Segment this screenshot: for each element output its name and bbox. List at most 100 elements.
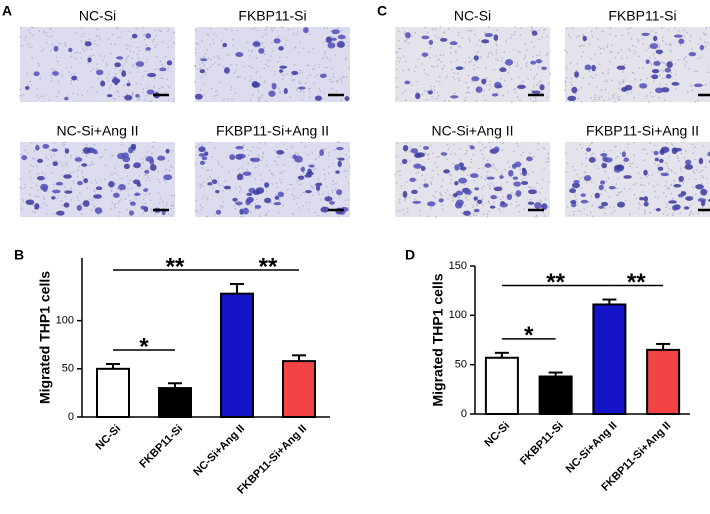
pore xyxy=(439,54,441,56)
bar xyxy=(221,294,253,417)
cell xyxy=(569,188,576,193)
pore xyxy=(437,174,439,176)
cell xyxy=(200,58,207,61)
pore xyxy=(704,42,706,44)
pore xyxy=(396,97,398,99)
cell xyxy=(591,65,596,71)
pore xyxy=(30,177,32,179)
cell xyxy=(304,174,311,177)
pore xyxy=(536,55,538,57)
pore xyxy=(66,162,68,164)
pore xyxy=(64,44,66,46)
pore xyxy=(268,66,270,68)
pore xyxy=(207,49,209,51)
pore xyxy=(141,158,143,160)
pore xyxy=(396,86,398,88)
pore xyxy=(150,208,152,210)
pore xyxy=(22,94,24,96)
pore xyxy=(454,79,456,81)
cell xyxy=(617,202,625,208)
pore xyxy=(29,170,31,172)
pore xyxy=(683,182,685,184)
pore xyxy=(699,172,701,174)
pore xyxy=(313,48,315,50)
pore xyxy=(33,166,35,168)
pore xyxy=(418,171,420,173)
pore xyxy=(628,48,630,50)
pore xyxy=(497,59,499,61)
pore xyxy=(488,26,490,28)
pore xyxy=(644,159,646,161)
pore xyxy=(540,80,542,82)
cell xyxy=(90,149,97,153)
pore xyxy=(39,97,41,99)
pore xyxy=(564,80,566,82)
pore xyxy=(266,191,268,193)
pore xyxy=(309,88,311,90)
pore xyxy=(419,210,421,212)
pore xyxy=(539,199,541,201)
pore xyxy=(332,81,334,83)
pore xyxy=(488,200,490,202)
pore xyxy=(594,164,596,166)
pore xyxy=(211,169,213,171)
pore xyxy=(591,196,593,198)
pore xyxy=(121,143,123,145)
cell xyxy=(481,39,489,43)
pore xyxy=(536,215,538,217)
pore xyxy=(96,91,98,93)
pore xyxy=(426,99,428,101)
pore xyxy=(530,199,532,201)
pore xyxy=(329,59,331,61)
pore xyxy=(449,194,451,196)
pore xyxy=(294,47,296,49)
pore xyxy=(155,213,157,215)
pore xyxy=(598,46,600,48)
cell xyxy=(490,195,497,199)
pore xyxy=(467,75,469,77)
pore xyxy=(432,153,434,155)
cell xyxy=(135,94,139,98)
cell xyxy=(326,37,332,43)
pore xyxy=(430,207,432,209)
pore xyxy=(436,166,438,168)
pore xyxy=(56,57,58,59)
pore xyxy=(235,70,237,72)
pore xyxy=(438,59,440,61)
pore xyxy=(695,178,697,180)
pore xyxy=(523,208,525,210)
pore xyxy=(327,193,329,195)
cell xyxy=(338,161,342,167)
pore xyxy=(685,150,687,152)
pore xyxy=(261,179,263,181)
pore xyxy=(131,188,133,190)
pore xyxy=(581,45,583,47)
image-label: NC-Si xyxy=(79,8,116,24)
pore xyxy=(239,76,241,78)
pore xyxy=(541,92,543,94)
pore xyxy=(133,151,135,153)
pore xyxy=(258,97,260,99)
pore xyxy=(653,81,655,83)
pore xyxy=(501,149,503,151)
cell xyxy=(56,211,65,216)
pore xyxy=(444,65,446,67)
pore xyxy=(290,96,292,98)
pore xyxy=(672,213,674,215)
pore xyxy=(337,141,339,143)
pore xyxy=(114,68,116,70)
pore xyxy=(62,165,64,167)
pore xyxy=(453,77,455,79)
pore xyxy=(250,205,252,207)
cell xyxy=(298,176,305,180)
pore xyxy=(276,182,278,184)
cell xyxy=(453,193,458,197)
pore xyxy=(518,211,520,213)
cell xyxy=(95,207,103,214)
pore xyxy=(698,213,700,215)
pore xyxy=(631,38,633,40)
pore xyxy=(146,61,148,63)
pore xyxy=(590,76,592,78)
cell xyxy=(52,71,59,76)
pore xyxy=(200,204,202,206)
